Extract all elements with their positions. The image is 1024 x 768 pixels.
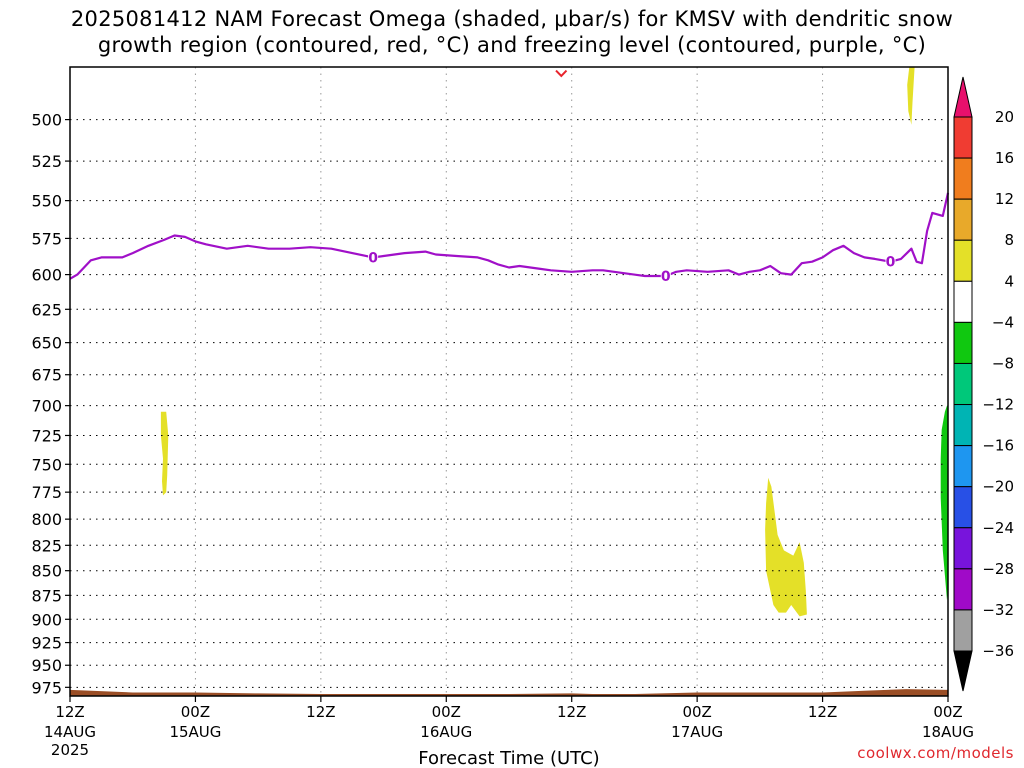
colorbar-label: −24 — [982, 519, 1014, 537]
x-tick-label-time: 00Z — [682, 703, 711, 721]
x-tick-label-time: 00Z — [933, 703, 962, 721]
chart-title-line1: 2025081412 NAM Forecast Omega (shaded, μ… — [70, 7, 954, 31]
freezing-level-label-2: 0 — [886, 255, 896, 271]
chart-title-line2: growth region (contoured, red, °C) and f… — [97, 33, 927, 57]
x-tick-label-time: 12Z — [306, 703, 335, 721]
colorbar-segment-5 — [953, 321, 973, 364]
y-tick-label: 900 — [31, 610, 62, 629]
x-tick-label-time: 12Z — [808, 703, 837, 721]
y-tick-label: 825 — [31, 536, 62, 555]
x-tick-label-date: 17AUG — [671, 723, 723, 741]
watermark: coolwx.com/models — [857, 744, 1014, 762]
x-tick-label-date: 18AUG — [922, 723, 974, 741]
y-tick-label: 625 — [31, 300, 62, 319]
y-tick-label: 500 — [31, 111, 62, 130]
colorbar-segment-3 — [953, 239, 973, 282]
x-axis-title: Forecast Time (UTC) — [418, 748, 599, 768]
y-tick-label: 975 — [31, 678, 62, 697]
colorbar-label: −20 — [982, 478, 1014, 496]
freezing-level-label-0: 0 — [368, 250, 378, 266]
chart-title: 2025081412 NAM Forecast Omega (shaded, μ… — [0, 6, 1024, 58]
colorbar-segment-8 — [953, 445, 973, 488]
freezing-level-label-bg-2 — [885, 253, 896, 269]
x-tick-label-date: 16AUG — [420, 723, 472, 741]
colorbar-label: 12 — [995, 190, 1014, 208]
y-tick-label: 525 — [31, 152, 62, 171]
x-tick-label-time: 00Z — [432, 703, 461, 721]
y-tick-label: 800 — [31, 510, 62, 529]
y-tick-label: 875 — [31, 586, 62, 605]
freezing-level-label-1: 0 — [661, 269, 671, 285]
colorbar-segment-1 — [953, 157, 973, 200]
x-tick-label-time: 12Z — [55, 703, 84, 721]
freezing-level-label-bg-1 — [660, 268, 671, 284]
colorbar-bottom-arrow — [953, 650, 973, 692]
omega-shade-3 — [940, 405, 948, 601]
x-tick-label-time: 12Z — [557, 703, 586, 721]
colorbar-segment-6 — [953, 362, 973, 406]
omega-shade-0 — [160, 411, 169, 496]
y-tick-label: 675 — [31, 366, 62, 385]
colorbar-segment-12 — [953, 609, 973, 652]
plot-frame — [69, 66, 949, 697]
dgz-contour — [555, 69, 568, 78]
y-tick-label: 950 — [31, 656, 62, 675]
y-tick-label: 575 — [31, 229, 62, 248]
freezing-level-label-bg-0 — [368, 249, 379, 265]
colorbar-label: −12 — [982, 396, 1014, 414]
colorbar-segment-4 — [953, 280, 973, 323]
colorbar-segment-10 — [953, 527, 973, 570]
colorbar-top-arrow — [953, 76, 973, 118]
colorbar-label: 8 — [1004, 231, 1014, 249]
x-tick-label-time: 00Z — [181, 703, 210, 721]
colorbar-segment-11 — [953, 568, 973, 611]
colorbar-segment-7 — [953, 404, 973, 447]
x-tick-label-date: 15AUG — [169, 723, 221, 741]
surface-terrain — [70, 689, 948, 696]
freezing-level-line — [69, 192, 950, 280]
colorbar-segment-0 — [953, 116, 973, 159]
colorbar-label: −16 — [982, 437, 1014, 455]
y-tick-label: 725 — [31, 426, 62, 445]
y-tick-label: 700 — [31, 397, 62, 416]
colorbar-label: −4 — [992, 313, 1014, 331]
omega-shade-1 — [907, 67, 915, 125]
y-tick-label: 650 — [31, 334, 62, 353]
omega-shade-2 — [765, 477, 807, 617]
colorbar-segment-2 — [953, 198, 973, 241]
x-tick-label-date: 14AUG — [44, 723, 96, 741]
y-tick-label: 850 — [31, 562, 62, 581]
colorbar-label: −8 — [992, 354, 1014, 372]
plot-area — [70, 67, 948, 696]
colorbar-label: 16 — [995, 149, 1014, 167]
y-tick-label: 925 — [31, 634, 62, 653]
colorbar-label: −32 — [982, 601, 1014, 619]
y-tick-label: 750 — [31, 455, 62, 474]
colorbar-label: −36 — [982, 642, 1014, 660]
y-tick-label: 600 — [31, 266, 62, 285]
colorbar-label: −28 — [982, 560, 1014, 578]
colorbar-label: 4 — [1004, 272, 1014, 290]
colorbar-label: 20 — [995, 108, 1014, 126]
y-tick-label: 775 — [31, 483, 62, 502]
colorbar-segment-9 — [953, 486, 973, 529]
y-tick-label: 550 — [31, 192, 62, 211]
x-tick-label-year: 2025 — [51, 741, 89, 759]
